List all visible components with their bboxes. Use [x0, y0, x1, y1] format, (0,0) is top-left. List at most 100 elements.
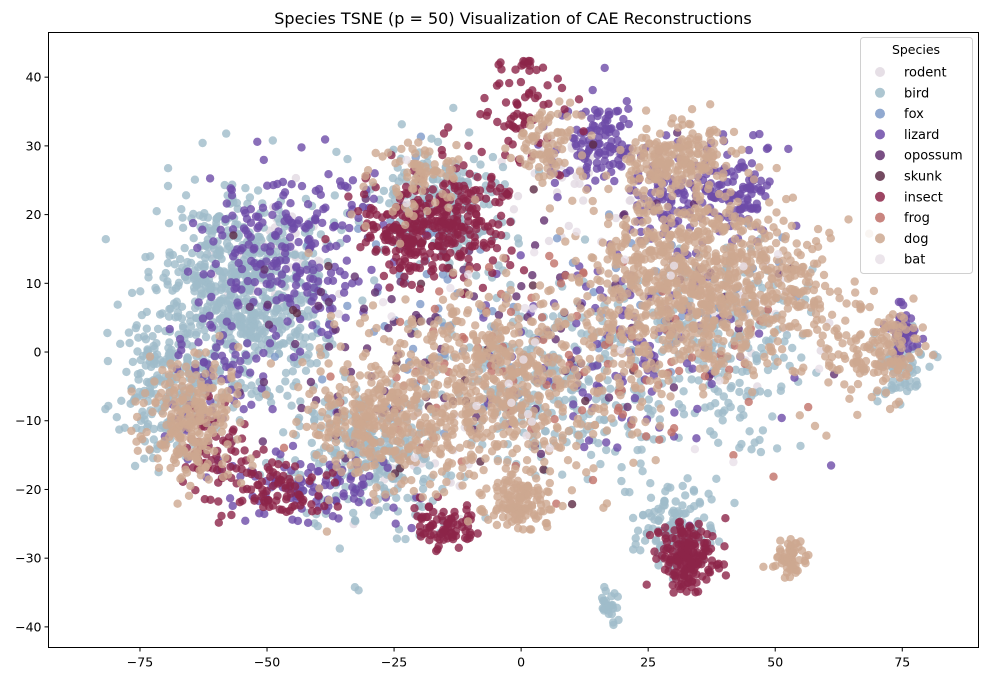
point-bird	[660, 496, 669, 506]
point-bird	[132, 321, 141, 330]
point-bird	[235, 312, 245, 321]
point-insect	[417, 227, 426, 236]
point-frog	[744, 397, 753, 407]
point-dog	[629, 264, 638, 274]
point-bird	[155, 310, 165, 319]
point-lizard	[592, 164, 602, 173]
point-bird	[755, 387, 765, 396]
point-bird	[401, 534, 410, 544]
point-lizard	[342, 234, 351, 243]
point-lizard	[354, 498, 363, 507]
point-dog	[618, 360, 627, 369]
point-bird	[138, 407, 147, 416]
point-bird	[275, 316, 284, 326]
point-dog	[705, 285, 715, 294]
point-dog	[639, 186, 649, 195]
point-lizard	[341, 313, 350, 322]
point-bird	[709, 430, 718, 439]
point-insect	[492, 244, 502, 253]
point-lizard	[630, 393, 640, 403]
point-bird	[136, 287, 145, 296]
point-bird	[134, 375, 143, 384]
point-insect	[524, 56, 533, 66]
point-lizard	[756, 176, 766, 185]
point-bird	[185, 310, 194, 320]
point-lizard	[777, 413, 786, 423]
point-lizard	[294, 216, 304, 225]
point-lizard	[679, 195, 688, 204]
point-insect	[258, 485, 267, 494]
point-dog	[624, 360, 634, 369]
point-insect	[504, 191, 513, 200]
point-bird	[343, 154, 352, 164]
point-bird	[290, 328, 299, 337]
point-insect	[579, 127, 588, 136]
point-opossum	[669, 383, 679, 392]
point-lizard	[277, 279, 286, 289]
point-lizard	[595, 285, 605, 295]
point-opossum	[370, 288, 380, 297]
point-lizard	[269, 180, 278, 190]
point-dog	[726, 201, 735, 211]
point-lizard	[207, 292, 216, 302]
point-dog	[698, 265, 708, 275]
point-insect	[478, 283, 488, 293]
point-lizard	[749, 131, 758, 140]
point-lizard	[237, 285, 246, 294]
point-dog	[567, 273, 576, 282]
point-frog	[430, 304, 440, 314]
point-lizard	[175, 334, 185, 344]
point-dog	[574, 273, 584, 283]
point-insect	[410, 250, 420, 260]
point-dog	[604, 184, 613, 194]
point-lizard	[348, 483, 357, 492]
point-opossum	[259, 377, 269, 387]
point-insect	[666, 555, 675, 564]
point-frog	[577, 406, 587, 415]
point-frog	[655, 435, 664, 444]
point-dog	[678, 271, 687, 280]
point-bird	[617, 463, 626, 472]
point-lizard	[253, 287, 263, 296]
point-bird	[638, 511, 648, 520]
point-insect	[417, 238, 427, 248]
point-insect	[443, 518, 453, 528]
point-dog	[609, 293, 619, 302]
point-dog	[672, 319, 681, 328]
point-lizard	[606, 142, 615, 151]
point-lizard	[345, 223, 354, 233]
point-insect	[259, 445, 268, 454]
point-fox	[318, 375, 327, 384]
point-insect	[472, 263, 482, 272]
point-bird	[768, 412, 777, 421]
point-lizard	[246, 205, 255, 214]
point-insect	[388, 237, 397, 247]
point-lizard	[784, 144, 793, 154]
point-insect	[707, 561, 716, 570]
point-lizard	[209, 237, 218, 246]
point-bird	[239, 329, 248, 338]
point-insect	[314, 491, 323, 500]
point-dog	[663, 251, 673, 260]
point-insect	[307, 500, 316, 509]
point-lizard	[370, 169, 379, 178]
point-bird	[731, 365, 740, 374]
point-lizard	[297, 181, 307, 191]
point-bird	[192, 328, 201, 337]
point-bird	[306, 359, 315, 368]
point-insect	[516, 77, 526, 87]
point-dog	[617, 242, 626, 252]
point-lizard	[611, 129, 620, 138]
point-insect	[533, 91, 542, 101]
point-dog	[693, 272, 702, 281]
point-dog	[596, 307, 605, 316]
point-lizard	[682, 359, 692, 368]
point-insect	[517, 61, 526, 70]
point-insect	[395, 264, 404, 273]
point-bird	[379, 484, 389, 493]
point-rodent	[579, 196, 588, 205]
point-bird	[418, 484, 428, 494]
point-lizard	[238, 244, 247, 253]
point-insect	[240, 446, 249, 455]
point-lizard	[301, 282, 310, 291]
